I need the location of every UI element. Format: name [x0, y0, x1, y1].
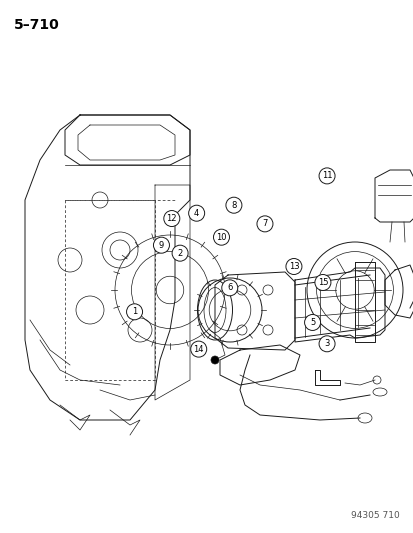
Circle shape: [188, 205, 204, 221]
Circle shape: [211, 356, 218, 364]
Text: 9: 9: [159, 241, 164, 249]
Text: 1: 1: [132, 308, 137, 316]
Text: 13: 13: [288, 262, 299, 271]
Text: 14: 14: [193, 345, 204, 353]
Circle shape: [256, 216, 272, 232]
Circle shape: [164, 211, 179, 227]
Circle shape: [221, 280, 237, 296]
Circle shape: [126, 304, 142, 320]
Text: 4: 4: [194, 209, 199, 217]
Circle shape: [172, 245, 188, 261]
Circle shape: [225, 197, 241, 213]
Circle shape: [304, 314, 320, 330]
Text: 3: 3: [324, 340, 329, 348]
Text: 8: 8: [231, 201, 236, 209]
Text: 6: 6: [227, 284, 232, 292]
Circle shape: [318, 168, 334, 184]
Circle shape: [213, 229, 229, 245]
Text: 11: 11: [321, 172, 332, 180]
Text: 2: 2: [177, 249, 182, 257]
Circle shape: [190, 341, 206, 357]
Text: 10: 10: [216, 233, 226, 241]
Circle shape: [285, 259, 301, 274]
Text: 5: 5: [309, 318, 314, 327]
Text: 7: 7: [262, 220, 267, 228]
Circle shape: [153, 237, 169, 253]
Circle shape: [318, 336, 334, 352]
Circle shape: [314, 274, 330, 290]
Text: 15: 15: [317, 278, 328, 287]
Text: 94305 710: 94305 710: [350, 511, 399, 520]
Text: 12: 12: [166, 214, 177, 223]
Text: 5–710: 5–710: [14, 18, 59, 32]
